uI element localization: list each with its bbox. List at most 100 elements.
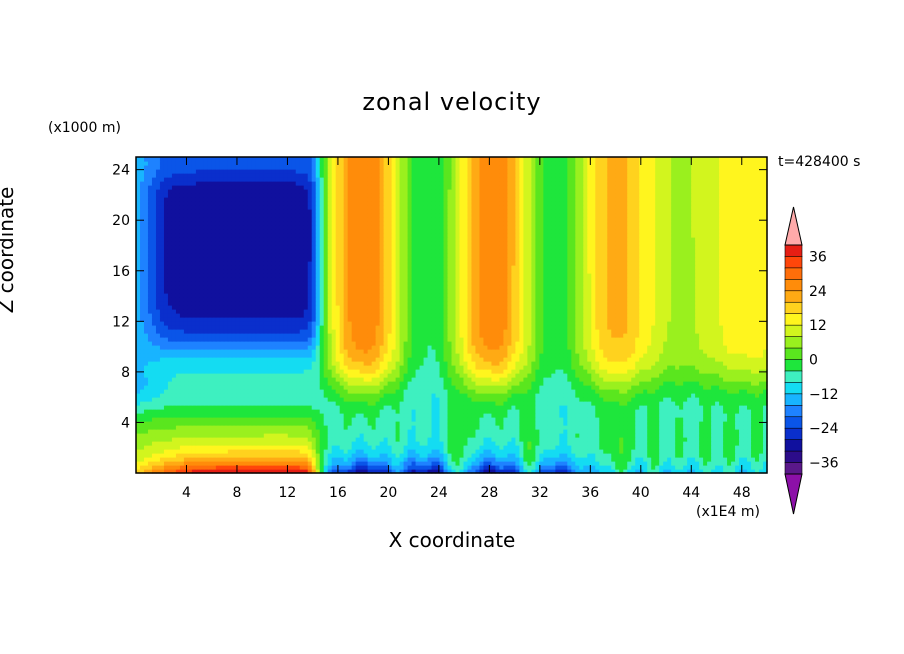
field-cell	[191, 457, 197, 462]
field-cell	[287, 449, 293, 454]
field-cell	[207, 373, 213, 378]
field-cell	[211, 353, 217, 358]
field-cell	[247, 397, 253, 402]
field-cell	[503, 425, 509, 430]
field-cell	[215, 425, 221, 430]
field-cell	[635, 353, 640, 358]
field-cell	[435, 457, 441, 462]
field-cell	[355, 417, 361, 422]
field-cell	[491, 449, 497, 454]
field-cell	[307, 421, 313, 426]
field-cell	[571, 437, 576, 442]
field-cell	[451, 441, 457, 446]
field-cell	[163, 409, 169, 414]
field-cell	[239, 377, 245, 382]
field-cell	[223, 361, 229, 366]
field-cell	[539, 369, 544, 374]
field-cell	[407, 345, 413, 350]
field-cell	[591, 401, 596, 406]
field-cell	[367, 441, 373, 446]
field-cell	[607, 445, 612, 450]
field-cell	[643, 465, 648, 470]
field-cell	[427, 361, 433, 366]
field-cell	[223, 453, 229, 458]
field-cell	[535, 349, 540, 354]
field-cell	[311, 429, 317, 434]
field-cell	[759, 421, 764, 426]
field-cell	[179, 461, 185, 466]
field-cell	[439, 461, 445, 466]
field-cell	[543, 413, 548, 418]
field-cell	[239, 453, 245, 458]
field-cell	[471, 397, 477, 402]
field-cell	[315, 353, 321, 358]
field-cell	[583, 381, 588, 386]
field-cell	[475, 465, 481, 470]
field-cell	[359, 469, 365, 474]
field-cell	[271, 353, 277, 358]
field-cell	[567, 373, 572, 378]
field-cell	[283, 385, 289, 390]
field-cell	[299, 413, 305, 418]
field-cell	[199, 377, 205, 382]
field-cell	[719, 369, 724, 374]
field-cell	[647, 389, 652, 394]
field-cell	[227, 469, 233, 474]
field-cell	[599, 401, 604, 406]
field-cell	[163, 421, 169, 426]
field-cell	[615, 461, 620, 466]
field-cell	[139, 465, 145, 470]
field-cell	[271, 345, 277, 350]
field-cell	[259, 413, 265, 418]
field-cell	[663, 425, 668, 430]
field-cell	[639, 453, 644, 458]
field-cell	[683, 357, 688, 362]
field-cell	[295, 409, 301, 414]
field-cell	[635, 369, 640, 374]
field-cell	[679, 433, 684, 438]
field-cell	[735, 349, 740, 354]
field-cell	[471, 345, 477, 350]
field-cell	[227, 357, 233, 362]
field-cell	[331, 425, 337, 430]
field-cell	[291, 421, 297, 426]
field-cell	[483, 417, 489, 422]
field-cell	[519, 465, 524, 470]
field-cell	[519, 413, 524, 418]
field-cell	[687, 409, 692, 414]
field-cell	[463, 361, 469, 366]
field-cell	[371, 461, 377, 466]
field-cell	[587, 413, 592, 418]
field-cell	[479, 401, 485, 406]
field-cell	[755, 429, 760, 434]
field-cell	[355, 453, 361, 458]
field-cell	[227, 373, 233, 378]
field-cell	[747, 401, 752, 406]
field-cell	[483, 365, 489, 370]
field-cell	[347, 437, 353, 442]
field-cell	[231, 365, 237, 370]
field-cell	[571, 349, 576, 354]
field-cell	[391, 437, 397, 442]
field-cell	[355, 353, 361, 358]
field-cell	[511, 405, 516, 410]
field-cell	[395, 469, 401, 474]
field-cell	[683, 365, 688, 370]
field-cell	[279, 445, 285, 450]
field-cell	[351, 361, 357, 366]
field-cell	[203, 417, 209, 422]
field-cell	[279, 357, 285, 362]
field-cell	[755, 461, 760, 466]
field-cell	[635, 461, 640, 466]
field-cell	[243, 345, 249, 350]
field-cell	[315, 389, 321, 394]
field-cell	[407, 377, 413, 382]
field-cell	[375, 405, 381, 410]
field-cell	[415, 389, 421, 394]
field-cell	[691, 381, 696, 386]
field-cell	[159, 449, 165, 454]
field-cell	[699, 457, 704, 462]
field-cell	[539, 441, 544, 446]
field-cell	[539, 445, 544, 450]
field-cell	[379, 365, 385, 370]
